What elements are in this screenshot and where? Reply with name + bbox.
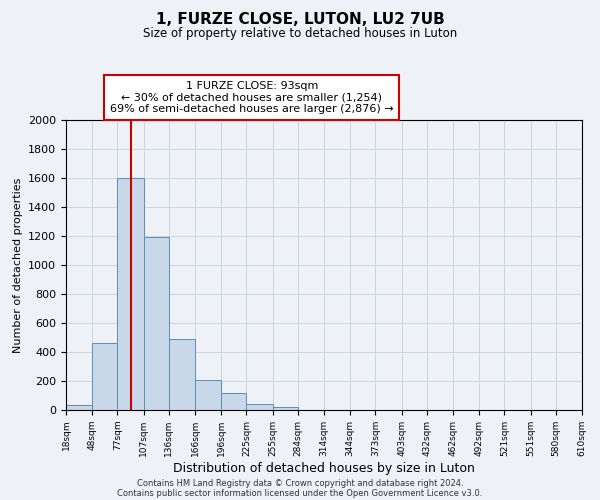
Bar bbox=[143, 238, 169, 410]
Y-axis label: Number of detached properties: Number of detached properties bbox=[13, 178, 23, 352]
X-axis label: Distribution of detached houses by size in Luton: Distribution of detached houses by size … bbox=[173, 462, 475, 474]
Text: Contains public sector information licensed under the Open Government Licence v3: Contains public sector information licen… bbox=[118, 488, 482, 498]
Text: Size of property relative to detached houses in Luton: Size of property relative to detached ho… bbox=[143, 28, 457, 40]
Text: 1 FURZE CLOSE: 93sqm
← 30% of detached houses are smaller (1,254)
69% of semi-de: 1 FURZE CLOSE: 93sqm ← 30% of detached h… bbox=[110, 81, 394, 114]
Bar bbox=[169, 339, 195, 410]
Text: 1, FURZE CLOSE, LUTON, LU2 7UB: 1, FURZE CLOSE, LUTON, LU2 7UB bbox=[155, 12, 445, 28]
Bar bbox=[247, 404, 272, 410]
Bar bbox=[66, 405, 92, 410]
Bar bbox=[92, 344, 118, 410]
Bar bbox=[272, 407, 298, 410]
Text: Contains HM Land Registry data © Crown copyright and database right 2024.: Contains HM Land Registry data © Crown c… bbox=[137, 478, 463, 488]
Bar bbox=[221, 394, 247, 410]
Bar bbox=[118, 178, 143, 410]
Bar bbox=[195, 380, 221, 410]
